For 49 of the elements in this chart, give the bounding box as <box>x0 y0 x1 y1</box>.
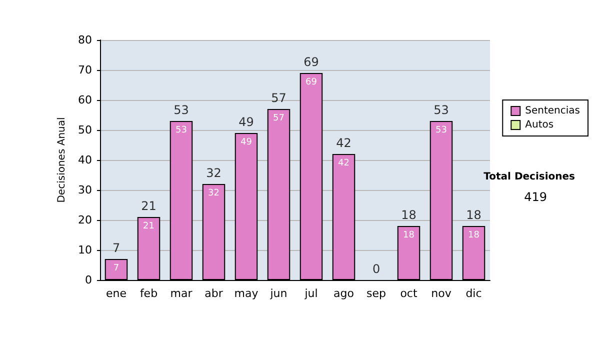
total-label: 21 <box>141 199 156 213</box>
legend-label: Autos <box>525 120 554 130</box>
total-label: 32 <box>206 166 222 180</box>
annotation: Total Decisiones <box>484 172 576 182</box>
total-label: 53 <box>174 103 189 117</box>
x-tick-label: sep <box>366 287 386 300</box>
data-label: 49 <box>240 138 252 148</box>
x-tick-label: abr <box>204 287 224 300</box>
x-tick-label: ene <box>106 287 127 300</box>
x-tick-label: may <box>234 287 259 300</box>
x-tick-label: oct <box>400 287 418 300</box>
total-label: 0 <box>372 262 380 276</box>
x-tick-label: dic <box>466 287 482 300</box>
y-tick-label: 70 <box>78 64 92 76</box>
x-tick-label: mar <box>170 287 193 300</box>
y-tick-label: 20 <box>78 214 92 226</box>
x-tick-label: ago <box>334 287 354 300</box>
y-tick-label: 10 <box>78 244 92 256</box>
y-tick-label: 80 <box>78 34 92 46</box>
total-label: 69 <box>304 55 319 69</box>
data-label: 69 <box>306 78 318 88</box>
data-label: 18 <box>403 230 415 240</box>
data-label: 42 <box>338 158 350 168</box>
data-label: 53 <box>176 126 187 136</box>
y-tick-label: 60 <box>78 94 92 106</box>
data-label: 53 <box>436 126 447 136</box>
data-label: 7 <box>113 264 120 274</box>
total-label: 42 <box>336 136 352 150</box>
text: 419 <box>524 190 547 204</box>
data-label: 18 <box>468 230 480 240</box>
x-tick-label: jun <box>269 287 288 300</box>
y-tick-label: 50 <box>78 124 92 136</box>
y-tick-label: 40 <box>78 154 92 166</box>
y-tick-label: 30 <box>78 184 92 196</box>
total-label: 18 <box>401 208 416 222</box>
x-tick-label: feb <box>140 287 158 300</box>
total-label: 7 <box>112 241 120 255</box>
total-label: 18 <box>466 208 482 222</box>
legend-label: Sentencias <box>525 106 580 116</box>
x-tick-label: nov <box>431 287 452 300</box>
total-label: 53 <box>434 103 449 117</box>
total-label: 57 <box>271 91 286 105</box>
x-tick-label: jul <box>304 287 318 300</box>
total-label: 49 <box>238 115 254 129</box>
data-label: 57 <box>273 114 284 124</box>
y-axis-title: Decisiones Anual <box>56 117 68 203</box>
y-tick-label: 0 <box>85 274 92 286</box>
data-label: 21 <box>143 222 154 232</box>
data-label: 32 <box>208 188 220 198</box>
